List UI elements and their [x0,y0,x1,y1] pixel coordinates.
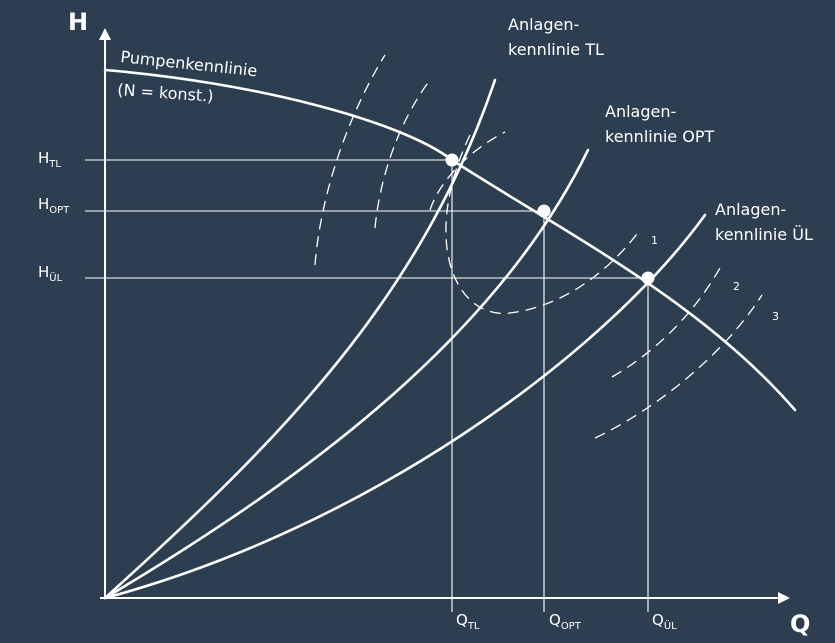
q-tl-label: QTL [456,611,480,632]
h-opt-label: HOPT [38,195,70,216]
system-curve-opt [103,148,590,600]
system-curve-tl [103,78,497,600]
q-opt-label: QOPT [549,611,582,632]
zone-label-3: 3 [772,310,779,323]
operating-point-ul [641,271,655,285]
zone-label-1: 1 [651,234,658,247]
dashed-curve-right-2 [611,267,721,378]
dashed-curve-right-3 [594,294,763,439]
q-ul-label: QÜL [652,611,677,632]
dashed-curve-left-1 [314,54,386,266]
h-axis-label: H [68,8,88,36]
system-curve-tl-label-line2: kennlinie TL [508,40,604,59]
q-axis-label: Q [790,610,810,638]
system-curve-opt-label-line2: kennlinie OPT [605,127,714,146]
h-tl-label: HTL [38,149,61,170]
pump-curve [103,68,797,412]
operating-point-tl [445,153,459,167]
system-curve-ul-label-line1: Anlagen- [715,200,786,219]
h-ul-label: HÜL [38,263,63,284]
system-curve-tl-label-line1: Anlagen- [508,15,579,34]
system-curve-opt-label-line1: Anlagen- [605,102,676,121]
zone-label-2: 2 [733,280,740,293]
pump-curve-label: Pumpenkennlinie [120,47,259,80]
dashed-curve-u [445,134,641,314]
dashed-curve-left-3 [429,131,506,211]
dashed-curve-left-2 [374,79,431,229]
system-curve-ul-label-line2: kennlinie ÜL [715,225,813,244]
operating-point-opt [537,204,551,218]
pump-curve-condition: (N = konst.) [117,80,214,106]
system-curve-ul [103,213,707,600]
